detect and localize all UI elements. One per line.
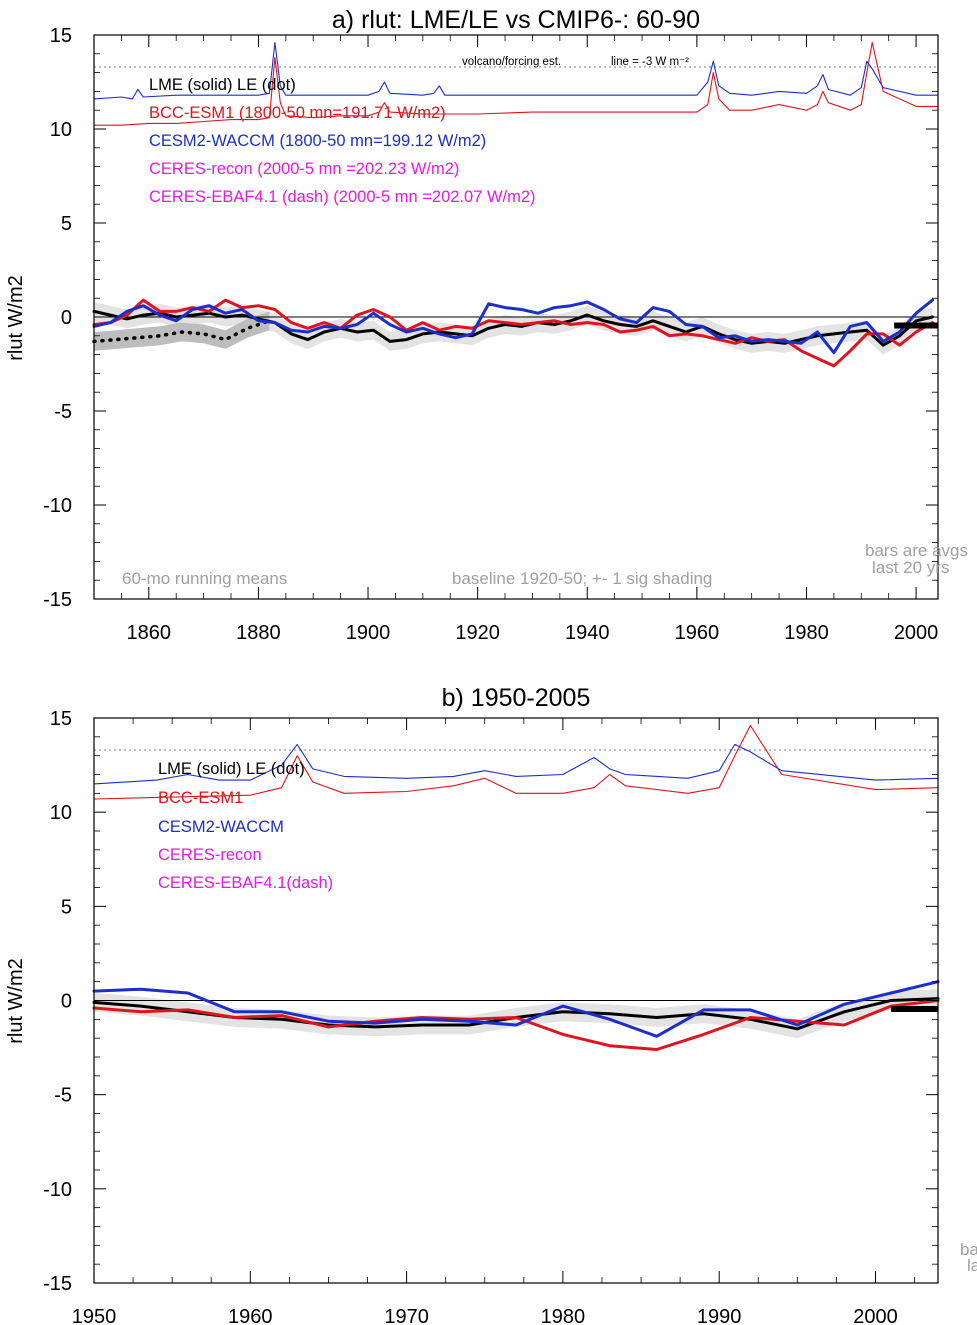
series-bcc-esm1-a bbox=[92, 298, 934, 368]
xtick-label-a-1: 1880 bbox=[236, 622, 281, 644]
legend-b-ceres-ebaf: CERES-EBAF4.1(dash) bbox=[158, 874, 333, 892]
xtick-label-b-1: 1960 bbox=[228, 1306, 273, 1325]
series-cesm2-waccm-b bbox=[92, 980, 940, 1038]
xtick-label-a-2: 1900 bbox=[346, 622, 391, 644]
ytick-label-b-3: 0 bbox=[61, 991, 72, 1013]
annotation-baseline: baseline 1920-50; +- 1 sig shading bbox=[452, 569, 712, 588]
series-bcc-esm1-volcano-forcing-b bbox=[93, 724, 939, 800]
legend-a-lme-le: LME (solid) LE (dot) bbox=[149, 76, 296, 94]
xtick-label-b-4: 1990 bbox=[697, 1306, 742, 1325]
legend-b-cesm2: CESM2-WACCM bbox=[158, 818, 284, 836]
ytick-label-b-6: -15 bbox=[43, 1273, 72, 1295]
xtick-label-a-7: 2000 bbox=[894, 622, 939, 644]
ytick-label-a-1: 10 bbox=[50, 119, 72, 141]
ytick-label-b-2: 5 bbox=[61, 896, 72, 918]
legend-b-ceres-recon: CERES-recon bbox=[158, 846, 262, 864]
annotation-b-bars-2: la bbox=[967, 1256, 977, 1275]
ytick-label-a-0: 15 bbox=[50, 25, 72, 47]
panel-b-ylabel: rlut W/m2 bbox=[5, 958, 27, 1044]
xtick-label-b-2: 1970 bbox=[384, 1306, 429, 1325]
legend-b-bcc: BCC-ESM1 bbox=[158, 789, 243, 807]
ytick-label-b-0: 15 bbox=[50, 708, 72, 730]
ytick-label-b-4: -5 bbox=[54, 1085, 72, 1107]
panel-a-legend: LME (solid) LE (dot) BCC-ESM1 (1800-50 m… bbox=[149, 76, 536, 206]
annotation-b-bars-1: ba bbox=[960, 1240, 977, 1259]
xtick-label-a-5: 1960 bbox=[675, 622, 720, 644]
legend-a-cesm2: CESM2-WACCM (1800-50 mn=199.12 W/m2) bbox=[149, 132, 486, 150]
xtick-label-b-5: 2000 bbox=[853, 1306, 898, 1325]
series-bcc-esm1-volcano-forcing-a bbox=[93, 41, 939, 126]
ytick-label-a-3: 0 bbox=[61, 307, 72, 329]
legend-b-lme-le: LME (solid) LE (dot) bbox=[158, 760, 305, 778]
annotation-bars-2: last 20 yrs bbox=[872, 558, 949, 577]
xtick-label-a-6: 1980 bbox=[784, 622, 829, 644]
series-cesm2-waccm-volcano-forcing-b bbox=[93, 743, 939, 785]
xtick-label-b-3: 1980 bbox=[541, 1306, 586, 1325]
panel-b-title: b) 1950-2005 bbox=[442, 684, 591, 712]
ytick-label-b-5: -10 bbox=[43, 1179, 72, 1201]
legend-a-bcc: BCC-ESM1 (1800-50 mn=191.71 W/m2) bbox=[149, 104, 446, 122]
ytick-label-a-2: 5 bbox=[61, 213, 72, 235]
panel-a-title: a) rlut: LME/LE vs CMIP6-: 60-90 bbox=[332, 6, 700, 34]
xtick-label-a-4: 1940 bbox=[565, 622, 610, 644]
annotation-bars-1: bars are avgs bbox=[865, 541, 968, 560]
series-cesm2-waccm-a bbox=[92, 298, 934, 355]
annotation-running-mean: 60-mo running means bbox=[122, 569, 287, 588]
ytick-label-a-6: -15 bbox=[43, 589, 72, 611]
panel-b-legend: LME (solid) LE (dot) BCC-ESM1 CESM2-WACC… bbox=[158, 760, 333, 892]
ytick-label-a-5: -10 bbox=[43, 495, 72, 517]
legend-a-ceres-recon: CERES-recon (2000-5 mn =202.23 W/m2) bbox=[149, 160, 459, 178]
xtick-label-a-0: 1860 bbox=[127, 622, 172, 644]
legend-a-ceres-ebaf: CERES-EBAF4.1 (dash) (2000-5 mn =202.07 … bbox=[149, 188, 536, 206]
panel-a-ylabel: rlut W/m2 bbox=[5, 275, 27, 361]
ytick-label-a-4: -5 bbox=[54, 401, 72, 423]
xtick-label-a-3: 1920 bbox=[455, 622, 500, 644]
series-le-dot-a bbox=[92, 319, 272, 344]
series-cesm2-waccm-volcano-forcing-a bbox=[93, 41, 939, 100]
annotation-volcano: volcano/forcing est. bbox=[462, 56, 561, 68]
series-bcc-esm1-b bbox=[92, 999, 940, 1051]
panel-a: a) rlut: LME/LE vs CMIP6-: 60-90 15 10 5 0 -… bbox=[5, 6, 968, 644]
ytick-label-b-1: 10 bbox=[50, 802, 72, 824]
annotation-line: line = -3 W m⁻² bbox=[611, 56, 689, 68]
xtick-label-b-0: 1950 bbox=[72, 1306, 117, 1325]
